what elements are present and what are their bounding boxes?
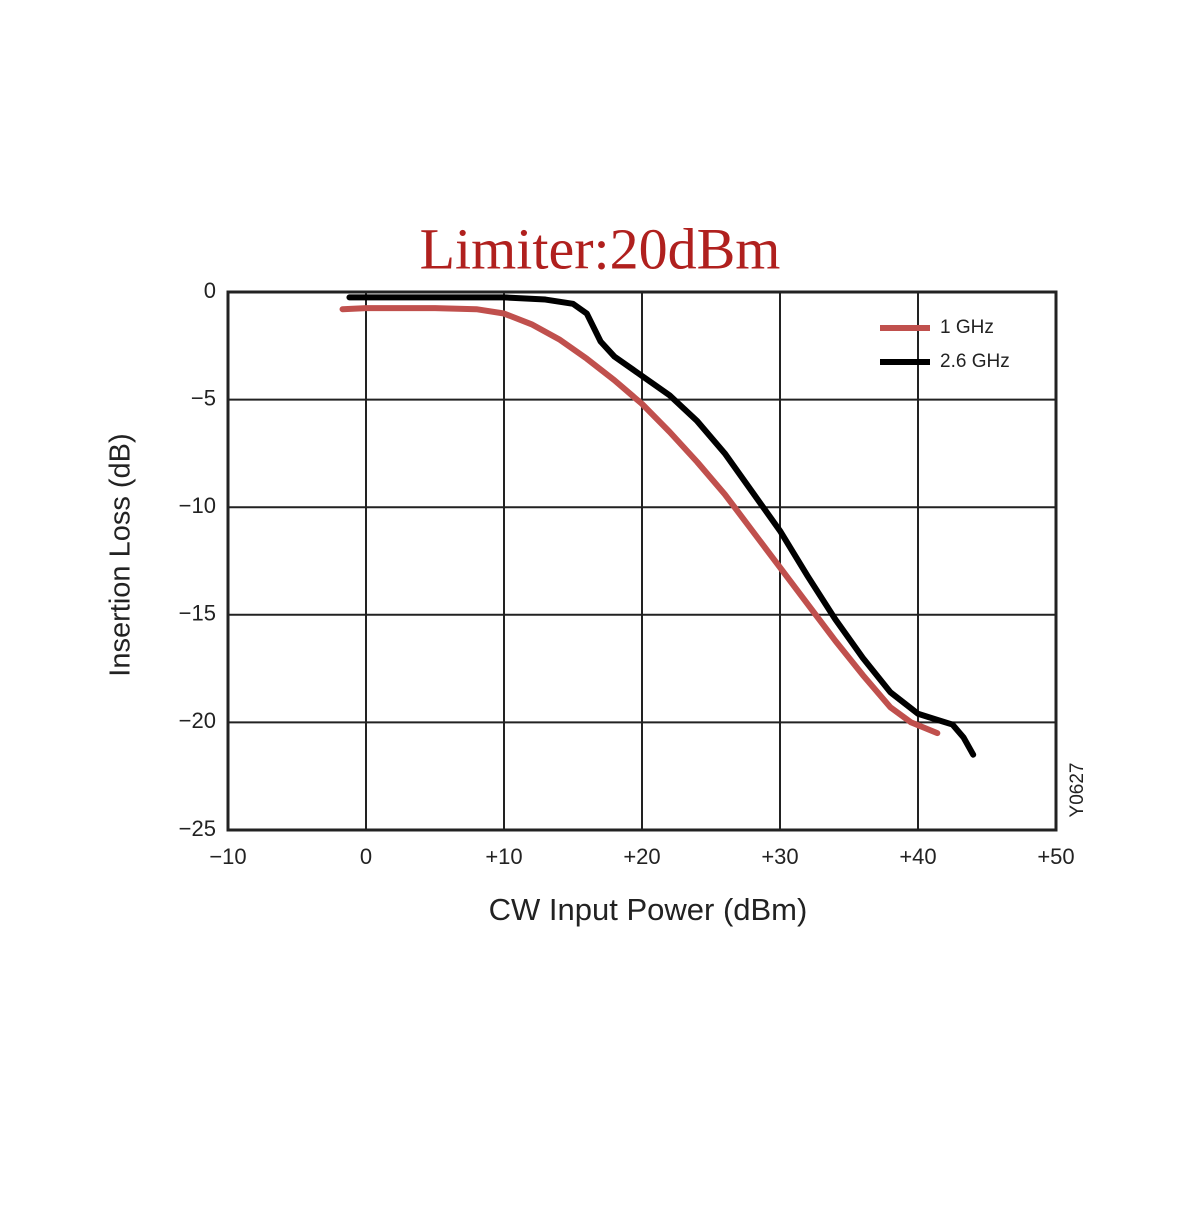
x-tick-label: +30 <box>761 844 798 869</box>
y-tick-label: −15 <box>179 601 216 626</box>
x-tick-label: +10 <box>485 844 522 869</box>
y-tick-label: −10 <box>179 493 216 518</box>
legend-label: 1 GHz <box>940 317 994 338</box>
series-line <box>339 305 941 737</box>
y-tick-label: −25 <box>179 816 216 841</box>
plot-frame <box>226 290 1058 832</box>
y-tick-label: −20 <box>179 708 216 733</box>
x-tick-label: −10 <box>209 844 246 869</box>
y-tick-label: −5 <box>191 385 216 410</box>
x-tick-label: +50 <box>1037 844 1074 869</box>
y-axis-label: Insertion Loss (dB) <box>105 433 137 676</box>
x-tick-label: +20 <box>623 844 660 869</box>
x-tick-label: +40 <box>899 844 936 869</box>
series-line <box>346 294 977 758</box>
annotation: Y0627 <box>1067 763 1088 818</box>
x-tick-label: 0 <box>360 844 372 869</box>
y-tick-label: 0 <box>204 278 216 303</box>
legend-label: 2.6 GHz <box>940 351 1010 372</box>
x-axis-label: CW Input Power (dBm) <box>489 892 808 927</box>
chart-title: Limiter:20dBm <box>420 216 781 281</box>
